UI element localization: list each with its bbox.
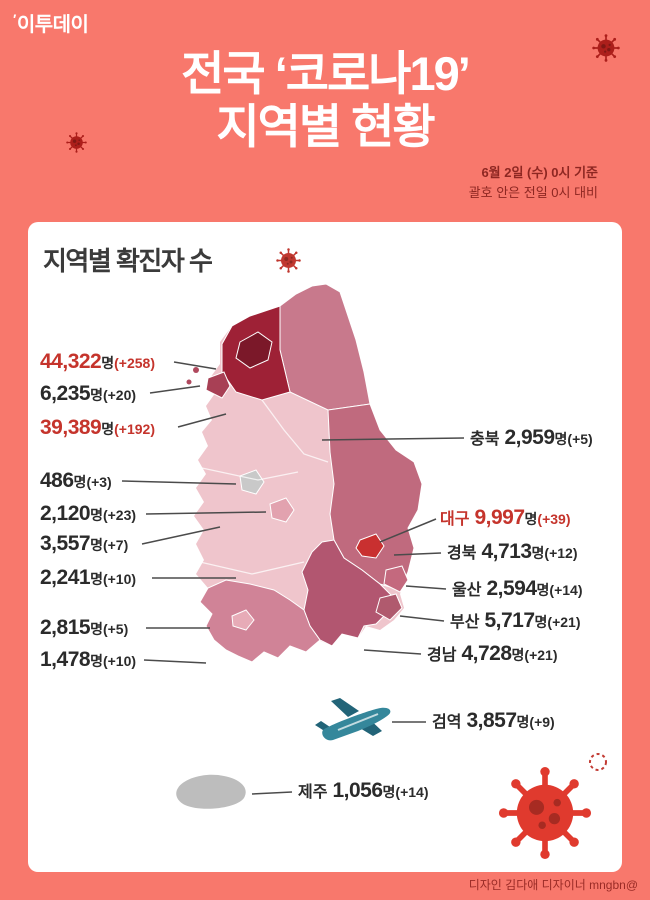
map-region-daejeon	[269, 497, 295, 523]
region-label-daegu: 대구 9,997명(+39)	[440, 506, 571, 529]
map-region-incheon	[205, 371, 231, 399]
map-region-daegu	[355, 533, 385, 559]
count-label-left-4: 2,120명(+23)	[40, 502, 137, 525]
count-label-left-3: 486명(+3)	[40, 469, 112, 492]
page-title: 전국 ‘코로나19’ 지역별 현황	[0, 47, 650, 153]
map-region-ulsan	[383, 565, 409, 593]
brand-logo: ′이투데이	[13, 8, 89, 37]
map-inner-borders	[199, 399, 329, 575]
region-name: 충북	[470, 431, 500, 448]
region-name: 제주	[298, 784, 328, 801]
logo-text: 이투데이	[16, 14, 89, 36]
virus-deco-ring	[589, 753, 607, 771]
reference-date: 6월 2일 (수) 0시 기준 괄호 안은 전일 0시 대비	[469, 163, 598, 202]
map-region-gyeongnam	[301, 539, 395, 647]
logo-tick: ′	[13, 11, 16, 27]
region-label-ulsan: 울산 2,594명(+14)	[452, 577, 583, 600]
map-region-sejong	[239, 469, 265, 495]
callout-lines	[121, 361, 465, 795]
map-region-busan	[375, 593, 403, 621]
region-label-gyeongbuk: 경북 4,713명(+12)	[447, 540, 578, 563]
map-region-jeonnam	[199, 579, 321, 663]
region-name: 검역	[432, 714, 462, 731]
region-label-busan: 부산 5,717명(+21)	[450, 609, 581, 632]
map-region-jeju	[176, 774, 246, 809]
count-label-left-1: 6,235명(+20)	[40, 382, 137, 405]
map-region-seoul	[235, 331, 273, 369]
airplane-icon	[315, 698, 391, 741]
virus-illustration	[499, 767, 591, 859]
date-line: 6월 2일 (수) 0시 기준	[481, 165, 598, 180]
title-line-1: 전국 ‘코로나19’	[181, 47, 471, 100]
card-heading: 지역별 확진자 수	[43, 246, 213, 276]
count-label-left-8: 1,478명(+10)	[40, 648, 137, 671]
count-label-left-6: 2,241명(+10)	[40, 566, 137, 589]
region-label-jeju: 제주 1,056명(+14)	[298, 779, 429, 802]
count-label-left-2: 39,389명(+192)	[40, 416, 155, 439]
region-name: 대구	[440, 511, 470, 528]
count-label-left-5: 3,557명(+7)	[40, 532, 129, 555]
designer-credit: 디자인 김다애 디자이너 mngbn@	[468, 878, 638, 892]
map-island	[186, 379, 192, 385]
map-region-gangwon	[279, 283, 371, 411]
region-name: 경북	[447, 545, 477, 562]
region-label-gyeongnam: 경남 4,728명(+21)	[427, 642, 558, 665]
count-label-left-7: 2,815명(+5)	[40, 616, 129, 639]
region-label-quarantine: 검역 3,857명(+9)	[432, 709, 555, 732]
region-name: 경남	[427, 647, 457, 664]
region-name: 울산	[452, 582, 482, 599]
map-island	[193, 367, 199, 373]
title-line-2: 지역별 현황	[216, 99, 435, 153]
count-label-left-0: 44,322명(+258)	[40, 350, 155, 373]
virus-icon	[276, 248, 301, 273]
region-name: 부산	[450, 614, 480, 631]
map-region-gwangju	[231, 609, 255, 631]
region-label-chungbuk: 충북 2,959명(+5)	[470, 426, 593, 449]
korea-map	[121, 248, 607, 872]
map-card: 지역별 확진자 수	[28, 222, 622, 872]
note-line: 괄호 안은 전일 0시 대비	[468, 184, 598, 200]
